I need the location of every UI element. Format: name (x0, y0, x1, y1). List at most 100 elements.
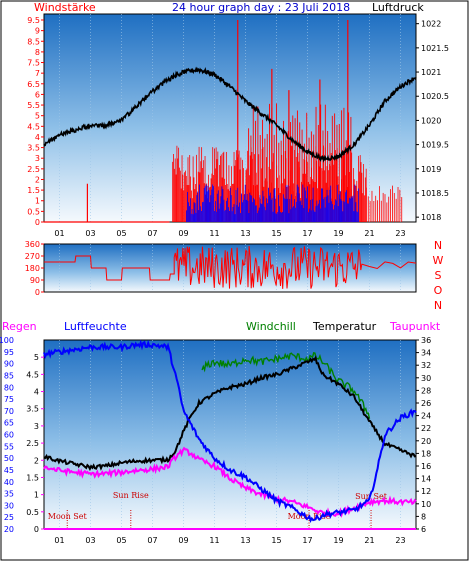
direction-axis-ticks: 360 270 180 90 0 (25, 240, 44, 297)
panel3-xtick-21: 21 (364, 536, 374, 545)
wind-axis-ticks: 0 0.51 1.5 22.5 33.5 4 4.55 5.5 66.5 77.5 8 8.59 9.5 (27, 16, 44, 227)
wind-tick-0: 0 (35, 218, 40, 227)
rain-tick-3: 3 (34, 422, 39, 431)
rain-tick-1: 1 (34, 491, 39, 500)
humidity-tick-35: 35 (4, 490, 14, 499)
wind-pressure-panel: 0 0.51 1.5 22.5 33.5 4 4.55 5.5 66.5 77.5 8 8.59 9.5… (27, 13, 449, 238)
panel1-xtick-01: 01 (54, 229, 64, 238)
humidity-tick-40: 40 (4, 478, 14, 487)
wind-tick-4: 4 (35, 133, 40, 142)
temp-tick-24: 24 (421, 412, 431, 421)
rain-axis-ticks: 5 4.5 4 3.5 3 2.5 2 1.5 1 0.5 0 (26, 353, 44, 534)
panel1-xtick-23: 23 (395, 229, 405, 238)
temp-tick-16: 16 (421, 462, 431, 471)
humidity-tick-95: 95 (4, 348, 14, 357)
humidity-tick-80: 80 (4, 383, 14, 392)
compass-letter-2: S (435, 269, 442, 282)
rain-tick-3.5: 3.5 (26, 405, 39, 414)
temperature-legend: Temperatur (312, 320, 377, 333)
humidity-tick-90: 90 (4, 360, 14, 369)
temp-tick-18: 18 (421, 449, 431, 458)
wind-tick-8: 8 (35, 48, 40, 57)
dewpoint-legend: Taupunkt (389, 320, 441, 333)
wind-tick-6.5: 6.5 (27, 80, 40, 89)
rain-tick-0: 0 (34, 525, 39, 534)
pressure-tick-1018.5: 1018.5 (421, 189, 449, 198)
panel1-xtick-03: 03 (85, 229, 95, 238)
average-wind-series (186, 184, 360, 222)
wind-tick-5.5: 5.5 (27, 101, 40, 110)
panel1-xtick-05: 05 (116, 229, 126, 238)
wind-tick-1.5: 1.5 (27, 186, 40, 195)
temp-tick-20: 20 (421, 437, 431, 446)
rain-tick-4: 4 (34, 388, 39, 397)
panel3-background (43, 339, 417, 530)
pressure-axis-title: Luftdruck (372, 1, 424, 14)
wind-direction-line (44, 245, 417, 289)
humidity-tick-30: 30 (4, 501, 14, 510)
panel1-xtick-09: 09 (178, 229, 188, 238)
humidity-axis-ticks: 100 95 90 85 80 75 70 65 60 55 50 45 40 35 30 25 20 (0, 336, 14, 534)
wind-tick-3: 3 (35, 154, 40, 163)
panel3-xtick-13: 13 (240, 536, 250, 545)
temp-tick-6: 6 (421, 525, 426, 534)
wind-tick-6: 6 (35, 90, 40, 99)
temp-tick-32: 32 (421, 361, 431, 370)
pressure-tick-1018: 1018 (421, 213, 441, 222)
panel1-xtick-17: 17 (302, 229, 312, 238)
panel3-x-ticks: 01 03 05 07 09 11 13 15 17 19 21 23 (54, 536, 405, 545)
dir-tick-180: 180 (25, 264, 40, 273)
moon_set-label: Moon Set (48, 512, 88, 521)
panel1-xtick-11: 11 (209, 229, 219, 238)
rain-tick-2.5: 2.5 (26, 439, 39, 448)
panel3-xtick-17: 17 (302, 536, 312, 545)
wind-tick-0.5: 0.5 (27, 207, 40, 216)
wind-tick-2.5: 2.5 (27, 165, 40, 174)
temp-tick-22: 22 (421, 424, 431, 433)
humidity-tick-85: 85 (4, 371, 14, 380)
wind-tick-4.5: 4.5 (27, 122, 40, 131)
wind-tick-7: 7 (35, 69, 40, 78)
humidity-axis-title: Luftfeuchte (64, 320, 127, 333)
temp-tick-34: 34 (421, 349, 431, 358)
dir-tick-270: 270 (25, 252, 40, 261)
wind-tick-8.5: 8.5 (27, 37, 40, 46)
compass-letter-0: N (434, 239, 442, 252)
humidity-tick-70: 70 (4, 407, 14, 416)
pressure-tick-1021.5: 1021.5 (421, 44, 449, 53)
pressure-tick-1021: 1021 (421, 68, 441, 77)
rain-tick-4.5: 4.5 (26, 370, 39, 379)
rain-tick-2: 2 (34, 456, 39, 465)
panel3-xtick-09: 09 (178, 536, 188, 545)
temp-tick-10: 10 (421, 500, 431, 509)
wind-tick-7.5: 7.5 (27, 59, 40, 68)
temperature-axis-ticks: 36 34 32 30 28 26 24 22 20 18 16 14 12 10 8 6 (416, 336, 431, 534)
humidity-tick-50: 50 (4, 454, 14, 463)
pressure-series-line (43, 66, 417, 163)
windchill-line (201, 351, 371, 419)
dewpoint-line (43, 446, 417, 519)
pressure-tick-1020: 1020 (421, 116, 441, 125)
wind-axis-title: Windstärke (34, 1, 96, 14)
panel1-xtick-21: 21 (364, 229, 374, 238)
panel3-xtick-03: 03 (85, 536, 95, 545)
sun_rise-label: Sun Rise (113, 491, 149, 500)
panel1-xtick-13: 13 (240, 229, 250, 238)
wind-tick-2: 2 (35, 175, 40, 184)
pressure-tick-1019: 1019 (421, 165, 441, 174)
panel3-xtick-11: 11 (209, 536, 219, 545)
panel3-xtick-19: 19 (333, 536, 343, 545)
rain-tick-0.5: 0.5 (26, 508, 39, 517)
pressure-axis-ticks: 1018 1018.5 1019 1019.5 1020 1020.5 1021 1021.5… (416, 20, 449, 222)
wind-tick-5: 5 (35, 112, 40, 121)
rain-axis-title: Regen (2, 320, 37, 333)
compass-letter-3: O (434, 284, 443, 297)
panel3-xtick-05: 05 (116, 536, 126, 545)
temp-tick-36: 36 (421, 336, 431, 345)
humidity-tick-75: 75 (4, 395, 14, 404)
rain-tick-5: 5 (34, 353, 39, 362)
panel3-xtick-01: 01 (54, 536, 64, 545)
